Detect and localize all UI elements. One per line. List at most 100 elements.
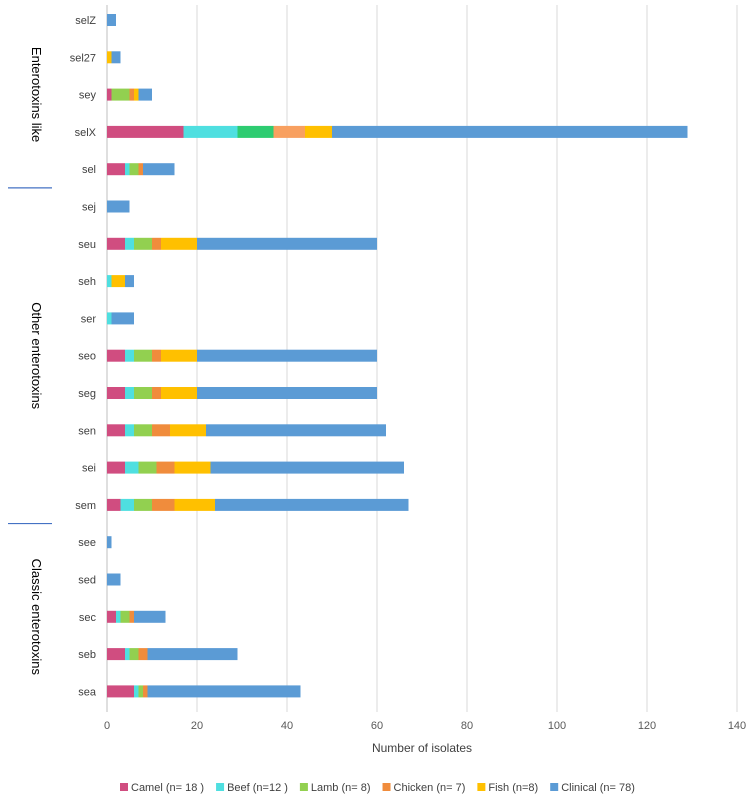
category-label-sec: sec xyxy=(79,612,97,624)
bar-sen-fish xyxy=(170,424,206,437)
legend-label-1: Camel (n= 18 ) xyxy=(131,782,204,794)
bar-sel27-clinical xyxy=(111,51,121,64)
category-label-seb: seb xyxy=(78,649,96,661)
x-axis-ticks: 0 20 40 60 80 100 120 140 xyxy=(104,720,746,732)
bar-sea-camel xyxy=(107,685,134,698)
legend-swatch-2 xyxy=(216,783,225,791)
bar-seb-beef xyxy=(125,648,130,661)
bar-seg-lamb xyxy=(134,387,152,399)
bar-seg-fish xyxy=(161,387,197,399)
bar-seb-lamb xyxy=(129,648,139,661)
x-tick-120: 120 xyxy=(638,720,656,732)
bar-sea-clinical xyxy=(147,685,301,698)
bar-sem-chicken xyxy=(152,498,175,511)
bar-seo-beef xyxy=(125,349,134,362)
bar-seo-camel xyxy=(107,349,125,362)
bar-sec-lamb xyxy=(120,610,130,623)
bar-sel-camel xyxy=(107,163,125,176)
bar-seu-lamb xyxy=(134,237,152,250)
bar-sen-clinical xyxy=(206,424,386,437)
legend-swatch-3 xyxy=(299,783,308,791)
bar-sel-clinical xyxy=(143,163,175,176)
x-tick-100: 100 xyxy=(548,720,566,732)
category-label-sey: sey xyxy=(79,90,97,102)
group-label-1: Enterotoxins like xyxy=(29,47,44,142)
category-label-sei: sei xyxy=(82,463,96,475)
group-label-2: Other enterotoxins xyxy=(29,302,44,409)
bar-ser-beef xyxy=(107,312,112,325)
bar-sei-fish xyxy=(174,461,211,474)
x-tick-80: 80 xyxy=(461,720,473,732)
bar-selX-chicken xyxy=(273,125,305,138)
bar-seh-fish xyxy=(111,275,125,288)
bar-seg-beef xyxy=(125,387,134,399)
bar-seu-clinical xyxy=(197,237,377,250)
legend-label-5: Fish (n=8) xyxy=(488,782,538,794)
bar-seb-camel xyxy=(107,648,125,661)
legend-label-2: Beef (n=12 ) xyxy=(227,782,288,794)
bar-sei-beef xyxy=(125,461,139,474)
bar-sec-camel xyxy=(107,610,116,623)
bar-sec-chicken xyxy=(129,610,134,623)
bar-sem-beef xyxy=(120,498,134,511)
category-label-sea: sea xyxy=(78,686,97,698)
x-axis-title: Number of isolates xyxy=(372,741,472,755)
bar-seg-camel xyxy=(107,387,125,399)
x-tick-0: 0 xyxy=(104,720,110,732)
category-label-sej: sej xyxy=(82,202,96,214)
bar-seu-fish xyxy=(161,237,197,250)
category-label-seg: seg xyxy=(78,388,96,400)
bar-selZ-clinical xyxy=(107,14,116,26)
bar-seb-chicken xyxy=(138,648,148,661)
category-label-sel27: sel27 xyxy=(70,52,96,64)
bar-sel-chicken xyxy=(138,163,143,176)
bar-sec-beef xyxy=(116,610,121,623)
bar-seb-clinical xyxy=(147,648,238,661)
category-label-see: see xyxy=(78,537,96,549)
bar-selX-clinical xyxy=(332,125,688,138)
bar-sed-clinical xyxy=(107,573,121,586)
bar-sei-lamb xyxy=(138,461,157,474)
category-label-sen: sen xyxy=(78,425,96,437)
bar-sej-clinical xyxy=(107,200,130,213)
legend: Camel (n= 18 ) Beef (n=12 ) Lamb (n= 8) Chi… xyxy=(120,782,635,794)
category-label-seu: seu xyxy=(78,239,96,251)
bar-seu-chicken xyxy=(152,237,161,250)
bar-seo-clinical xyxy=(197,349,377,362)
bar-ser-clinical xyxy=(111,312,134,325)
bar-sey-fish xyxy=(134,88,139,101)
category-label-selZ: selZ xyxy=(75,15,96,27)
category-label-selX: selX xyxy=(75,127,97,139)
legend-swatch-6 xyxy=(550,783,559,791)
bars xyxy=(107,14,688,698)
bar-seu-camel xyxy=(107,237,125,250)
category-label-ser: ser xyxy=(81,313,97,325)
bar-sel27-fish xyxy=(107,51,112,64)
bar-sel-lamb xyxy=(129,163,139,176)
legend-swatch-5 xyxy=(477,783,486,791)
bar-seh-beef xyxy=(107,275,112,288)
bar-seo-chicken xyxy=(152,349,161,362)
bar-selX-camel xyxy=(107,125,184,138)
bar-sen-camel xyxy=(107,424,125,437)
category-label-seh: seh xyxy=(78,276,96,288)
bar-seh-clinical xyxy=(125,275,134,288)
bar-selX-beef xyxy=(183,125,238,138)
category-label-sel: sel xyxy=(82,164,96,176)
bar-sey-camel xyxy=(107,88,112,101)
category-label-sem: sem xyxy=(75,500,96,512)
group-label-3: Classic enterotoxins xyxy=(29,559,44,676)
bar-see-clinical xyxy=(107,536,112,549)
legend-swatch-4 xyxy=(382,783,391,791)
bar-sey-lamb xyxy=(111,88,130,101)
category-labels: selZ sel27 sey selX sel sej seu seh ser seo seg sen… xyxy=(70,15,97,698)
bar-sey-clinical xyxy=(138,88,152,101)
bar-sem-clinical xyxy=(215,498,409,511)
bar-selX-lamb xyxy=(237,125,274,138)
bar-sen-lamb xyxy=(134,424,152,437)
bar-sem-camel xyxy=(107,498,121,511)
legend-label-4: Chicken (n= 7) xyxy=(394,782,466,794)
bar-sel-beef xyxy=(125,163,130,176)
legend-label-3: Lamb (n= 8) xyxy=(311,782,371,794)
